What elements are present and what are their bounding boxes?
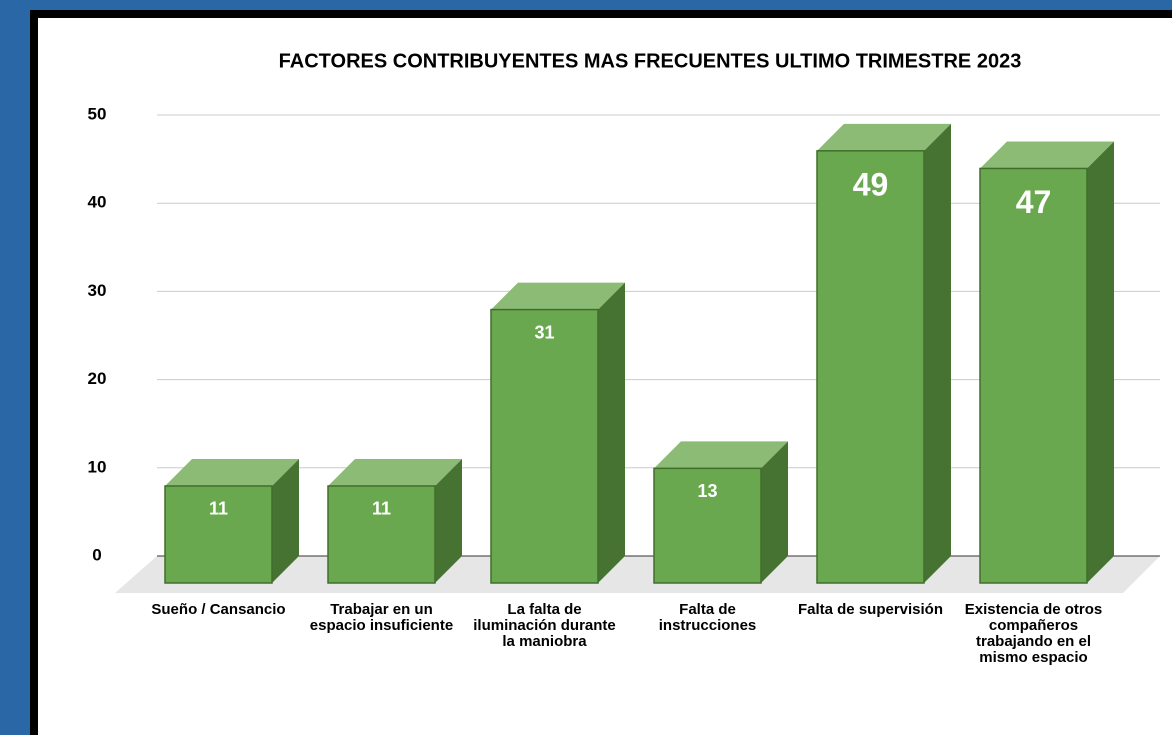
bar-side	[435, 458, 462, 583]
value-label: 49	[853, 166, 889, 202]
bar-top	[491, 282, 625, 310]
value-label: 11	[209, 499, 228, 519]
y-tick-label: 10	[88, 457, 107, 476]
bar	[979, 167, 1088, 584]
x-tick-label: Sueño / Cansancio	[151, 601, 286, 618]
bar	[164, 485, 273, 584]
bar-side	[924, 123, 951, 583]
bar-top	[980, 141, 1114, 169]
y-tick-label: 30	[88, 281, 107, 300]
x-tick-label: Falta de supervisión	[797, 601, 944, 618]
value-label: 11	[372, 499, 391, 519]
bar-top	[654, 441, 788, 469]
y-tick-label: 20	[88, 369, 107, 388]
x-tick-label: Existencia de otros compañeros trabajand…	[964, 601, 1103, 666]
bar-side	[272, 458, 299, 583]
value-label: 47	[1016, 184, 1052, 220]
x-tick-label: La falta de iluminación durante la manio…	[473, 601, 616, 650]
bar	[327, 485, 436, 584]
bar-side	[598, 282, 625, 583]
bar-side	[1087, 141, 1114, 583]
y-tick-label: 50	[88, 104, 107, 123]
x-tick-label: Falta de instrucciones	[658, 601, 757, 634]
bar	[816, 150, 925, 584]
x-tick-label: Trabajar en un espacio insuficiente	[309, 601, 454, 634]
value-label: 31	[534, 322, 554, 342]
bar-side	[761, 441, 788, 583]
y-tick-label: 0	[92, 545, 101, 564]
value-label: 13	[697, 481, 717, 501]
bar-top	[165, 458, 299, 486]
y-tick-label: 40	[88, 193, 107, 212]
chart-title: FACTORES CONTRIBUYENTES MAS FRECUENTES U…	[279, 50, 1022, 72]
bar	[653, 467, 762, 584]
bar-top	[328, 458, 462, 486]
bar	[490, 308, 599, 584]
bar-top	[817, 123, 951, 151]
